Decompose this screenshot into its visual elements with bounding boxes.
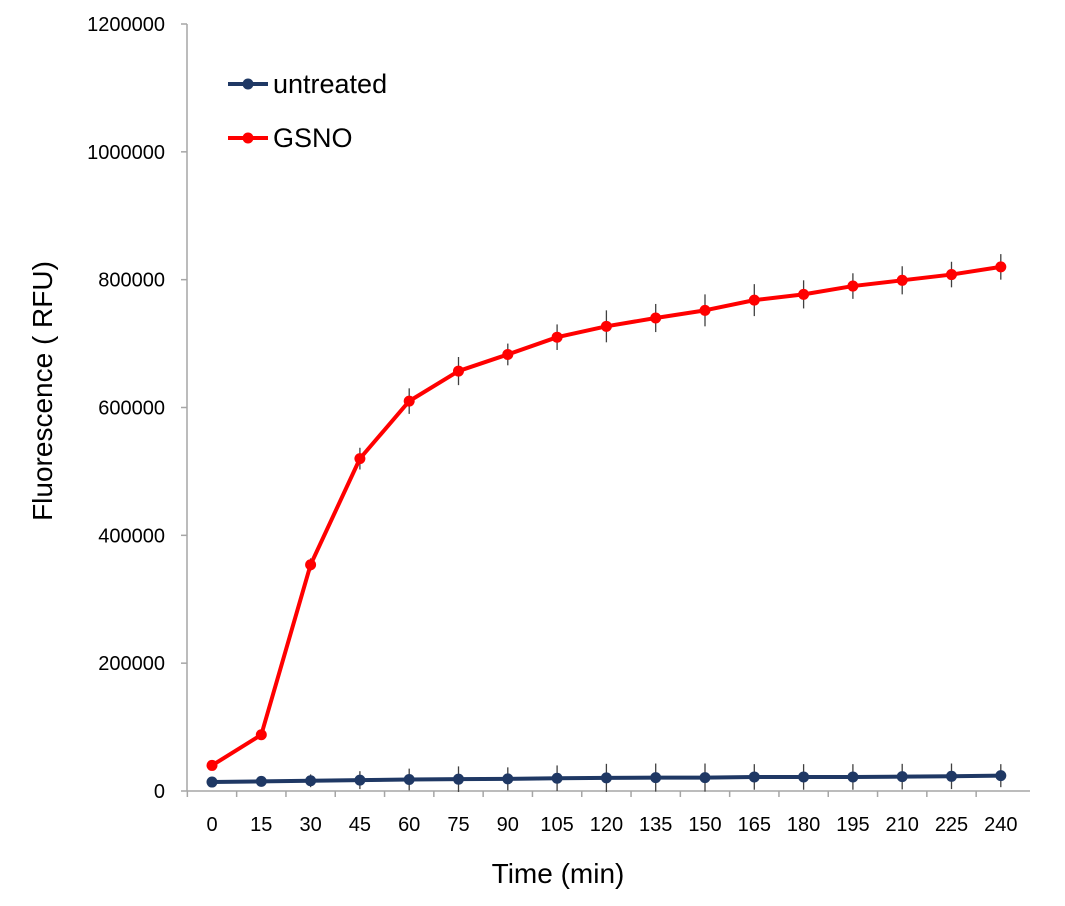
data-point xyxy=(896,274,908,286)
data-point xyxy=(600,320,612,332)
data-point xyxy=(403,395,415,407)
legend-marker xyxy=(242,132,254,144)
data-point xyxy=(896,771,908,783)
y-tick-label: 1200000 xyxy=(87,14,165,36)
data-point xyxy=(748,771,760,783)
data-point xyxy=(354,453,366,465)
x-tick-label: 75 xyxy=(447,814,469,836)
data-point xyxy=(305,559,317,571)
series-layer xyxy=(206,254,1007,792)
y-axis-title: Fluorescence ( RFU) xyxy=(27,261,58,521)
x-tick-label: 15 xyxy=(250,814,272,836)
data-point xyxy=(255,729,267,741)
series-gsno xyxy=(206,254,1007,771)
data-point xyxy=(946,770,957,782)
data-point xyxy=(798,771,810,783)
data-point xyxy=(453,773,464,785)
data-point xyxy=(551,331,563,343)
legend: untreated GSNO xyxy=(228,69,387,153)
data-point xyxy=(354,774,366,786)
y-tick-label: 200000 xyxy=(98,653,165,675)
legend-marker xyxy=(242,78,254,90)
data-point xyxy=(995,261,1007,273)
x-tick-label: 120 xyxy=(590,814,623,836)
x-tick-label: 30 xyxy=(299,814,321,836)
y-tick-label: 800000 xyxy=(98,270,165,292)
data-point xyxy=(305,775,317,787)
y-axis-ticks: 0 200000 400000 600000 800000 1000000 1200000 xyxy=(87,14,187,803)
x-tick-label: 240 xyxy=(984,814,1017,836)
x-tick-label: 165 xyxy=(738,814,771,836)
data-point xyxy=(403,773,415,785)
y-tick-label: 0 xyxy=(154,781,165,803)
x-tick-label: 0 xyxy=(206,814,217,836)
x-axis-ticks: 0 15 30 45 60 75 90 105 120 135 150 165 180 195 210 225… xyxy=(186,791,1017,836)
x-tick-label: 225 xyxy=(935,814,968,836)
data-point xyxy=(650,312,662,324)
series-untreated xyxy=(206,763,1007,792)
y-tick-label: 400000 xyxy=(98,525,165,547)
y-tick-label: 1000000 xyxy=(87,142,165,164)
legend-label: untreated xyxy=(273,69,387,99)
data-point xyxy=(798,288,810,300)
data-point xyxy=(847,280,859,292)
data-point xyxy=(206,759,218,771)
data-point xyxy=(255,775,267,787)
data-point xyxy=(650,772,662,784)
data-point xyxy=(699,304,711,316)
data-point xyxy=(206,776,218,788)
data-point xyxy=(453,365,464,377)
x-tick-label: 180 xyxy=(787,814,820,836)
data-point xyxy=(699,772,711,784)
legend-label: GSNO xyxy=(273,123,353,153)
y-tick-label: 600000 xyxy=(98,398,165,420)
x-tick-label: 195 xyxy=(836,814,869,836)
data-point xyxy=(551,772,563,784)
x-tick-label: 90 xyxy=(497,814,519,836)
x-tick-label: 45 xyxy=(349,814,371,836)
data-point xyxy=(600,772,612,784)
data-point xyxy=(502,348,514,360)
x-tick-label: 60 xyxy=(398,814,420,836)
x-tick-label: 210 xyxy=(886,814,919,836)
data-point xyxy=(502,773,514,785)
data-point xyxy=(847,771,859,783)
x-axis-title: Time (min) xyxy=(492,858,625,889)
data-point xyxy=(995,770,1007,782)
x-tick-label: 105 xyxy=(540,814,573,836)
data-point xyxy=(946,269,957,281)
x-tick-label: 150 xyxy=(688,814,721,836)
x-tick-label: 135 xyxy=(639,814,672,836)
data-point xyxy=(748,294,760,306)
